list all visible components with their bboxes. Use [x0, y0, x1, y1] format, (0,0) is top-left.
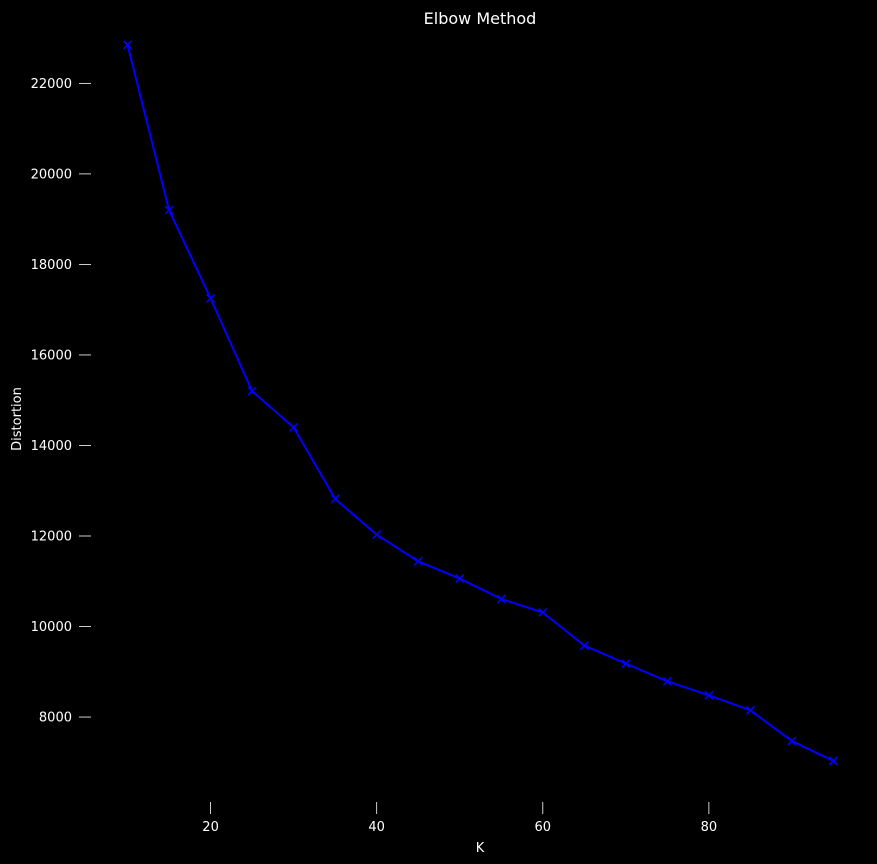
marker-stroke: [787, 736, 797, 746]
data-point-k-90: [787, 736, 797, 746]
data-point-k-30: [289, 422, 299, 432]
data-point-k-95: [828, 756, 839, 766]
data-point-k-65: [579, 640, 589, 651]
data-point-k-85: [745, 705, 755, 715]
marker-stroke: [621, 659, 631, 669]
marker-stroke: [289, 422, 299, 432]
x-tick-label-80: 80: [701, 820, 718, 835]
marker-stroke: [164, 205, 174, 215]
data-point-k-20: [206, 293, 216, 303]
y-tick-label-18000: 18000: [31, 258, 72, 273]
data-point-k-25: [247, 386, 257, 396]
data-point-k-55: [496, 594, 506, 604]
y-tick-label-10000: 10000: [31, 620, 72, 635]
x-axis-label: K: [476, 841, 485, 856]
marker-stroke: [538, 607, 548, 618]
marker-stroke: [122, 40, 133, 50]
data-point-k-75: [662, 676, 672, 686]
y-tick-label-8000: 8000: [39, 711, 72, 726]
data-point-k-10: [122, 40, 133, 50]
x-tick-label-60: 60: [535, 820, 552, 835]
marker-stroke: [206, 293, 216, 303]
marker-stroke: [455, 573, 465, 584]
marker-stroke: [662, 676, 672, 686]
data-point-k-70: [621, 659, 631, 669]
x-tick-label-20: 20: [202, 820, 219, 835]
marker-stroke: [413, 556, 423, 566]
y-tick-label-14000: 14000: [31, 439, 72, 454]
series-line-0: [126, 44, 834, 762]
marker-stroke: [247, 386, 257, 396]
marker-stroke: [496, 594, 506, 604]
data-point-k-40: [372, 530, 382, 540]
marker-stroke: [330, 494, 340, 504]
marker-stroke: [745, 705, 755, 715]
data-point-k-45: [413, 556, 423, 566]
data-point-k-50: [455, 573, 465, 584]
y-tick-label-22000: 22000: [31, 77, 72, 92]
marker-stroke: [372, 530, 382, 540]
chart-title: Elbow Method: [424, 9, 537, 28]
data-point-k-60: [538, 607, 548, 618]
plot-area: 8000 10000 12000 14000 16000 18000 20000 22000 2…: [31, 40, 839, 835]
data-point-k-35: [330, 494, 340, 504]
marker-stroke: [579, 640, 589, 651]
y-tick-label-16000: 16000: [31, 348, 72, 363]
data-point-k-80: [704, 690, 714, 700]
y-tick-label-12000: 12000: [31, 530, 72, 545]
marker-stroke: [704, 690, 714, 700]
y-axis-label: Distortion: [10, 387, 25, 451]
data-point-k-15: [164, 205, 174, 215]
x-tick-label-40: 40: [368, 820, 385, 835]
y-tick-label-20000: 20000: [31, 167, 72, 182]
marker-stroke: [828, 756, 839, 766]
